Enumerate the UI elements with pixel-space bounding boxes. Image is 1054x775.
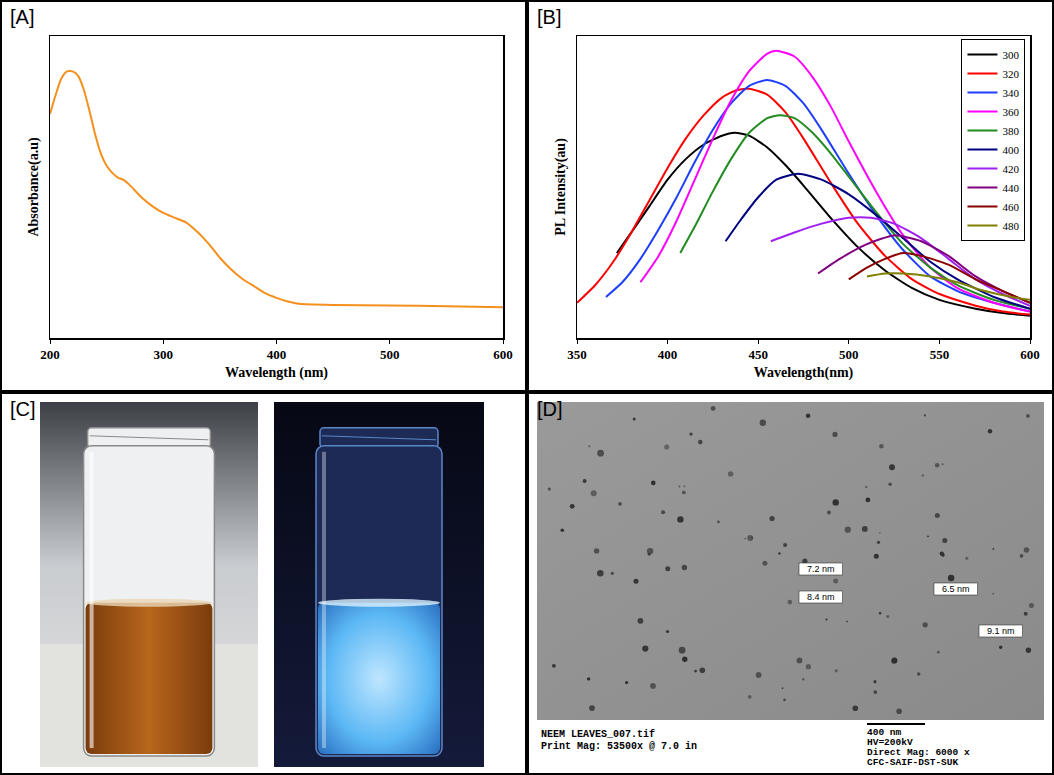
svg-text:Print Mag: 53500x @ 7.0 in: Print Mag: 53500x @ 7.0 in (541, 741, 697, 752)
svg-text:7.2 nm: 7.2 nm (807, 564, 835, 574)
svg-text:440: 440 (1002, 182, 1019, 194)
svg-text:400 nm: 400 nm (867, 727, 902, 738)
html-text:[C]: [C] (10, 398, 36, 420)
svg-text:400: 400 (267, 347, 287, 362)
html-text:[B]: [B] (537, 6, 562, 28)
svg-text:NEEM LEAVES_007.tif: NEEM LEAVES_007.tif (541, 729, 655, 740)
svg-text:500: 500 (380, 347, 400, 362)
svg-text:420: 420 (1002, 163, 1019, 175)
svg-text:550: 550 (930, 347, 950, 362)
svg-text:380: 380 (1002, 125, 1019, 137)
svg-text:600: 600 (1020, 347, 1040, 362)
svg-text:360: 360 (1002, 106, 1019, 118)
svg-text:300: 300 (1002, 49, 1019, 61)
svg-text:400: 400 (658, 347, 678, 362)
svg-text:200: 200 (40, 347, 60, 362)
svg-text:Wavelength (nm): Wavelength (nm) (225, 365, 328, 381)
svg-text:340: 340 (1002, 87, 1019, 99)
svg-text:9.1 nm: 9.1 nm (987, 626, 1015, 636)
html-text:[A]: [A] (10, 6, 35, 28)
svg-text:6.5 nm: 6.5 nm (942, 584, 970, 594)
html-text:[D]: [D] (537, 398, 563, 420)
svg-text:400: 400 (1002, 144, 1019, 156)
svg-text:PL Intensity(au): PL Intensity(au) (553, 138, 569, 236)
svg-text:350: 350 (567, 347, 587, 362)
svg-text:HV=200kV: HV=200kV (867, 737, 913, 748)
svg-text:300: 300 (154, 347, 174, 362)
svg-text:CFC-SAIF-DST-SUK: CFC-SAIF-DST-SUK (867, 757, 959, 768)
svg-text:Absorbance(a.u): Absorbance(a.u) (26, 137, 42, 237)
svg-text:500: 500 (839, 347, 859, 362)
svg-text:460: 460 (1002, 201, 1019, 213)
svg-text:480: 480 (1002, 220, 1019, 232)
svg-text:600: 600 (493, 347, 513, 362)
svg-text:320: 320 (1002, 68, 1019, 80)
svg-text:Direct Mag: 6000 x: Direct Mag: 6000 x (867, 747, 970, 758)
svg-text:450: 450 (748, 347, 768, 362)
svg-text:Wavelength(nm): Wavelength(nm) (754, 365, 854, 381)
svg-text:8.4 nm: 8.4 nm (807, 592, 835, 602)
